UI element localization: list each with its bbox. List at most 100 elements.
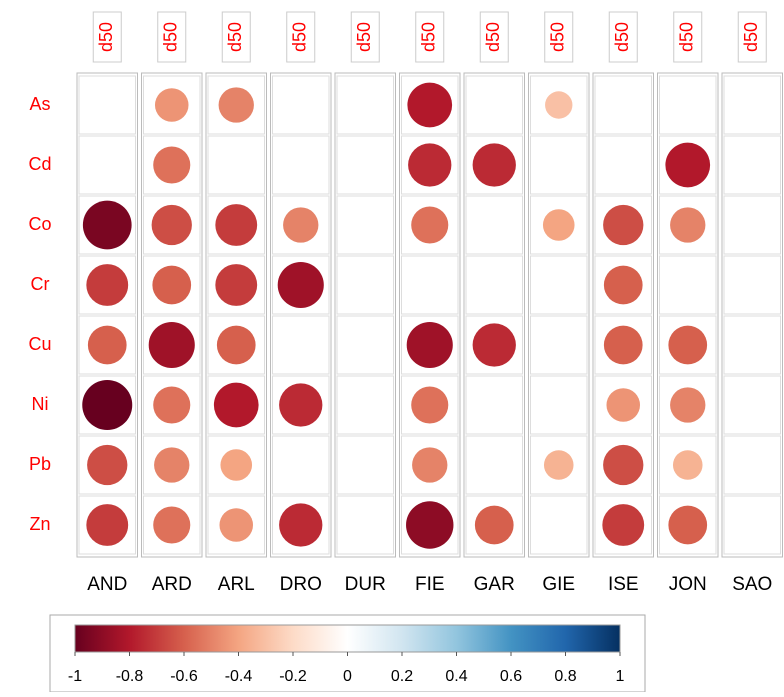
header-box [608, 11, 638, 63]
cell [530, 495, 588, 555]
cell [723, 195, 781, 255]
correlation-circle [82, 200, 132, 250]
cell [659, 75, 717, 135]
correlation-circle [216, 325, 256, 365]
y-tick-label: Cu [28, 334, 51, 354]
correlation-circle [472, 323, 516, 367]
column-header: d50 [548, 22, 568, 52]
cell [78, 75, 136, 135]
correlation-circle [87, 444, 128, 486]
correlation-circle [86, 504, 129, 546]
correlation-circle [279, 503, 323, 547]
cell [594, 75, 652, 135]
y-tick-label: As [29, 94, 50, 114]
correlation-circle [153, 146, 191, 184]
cell [465, 255, 523, 315]
header-box [92, 11, 122, 63]
correlation-circle [665, 142, 711, 188]
cell [78, 135, 136, 195]
header-box [673, 11, 703, 63]
correlation-circle [279, 383, 323, 427]
correlation-circle [215, 204, 258, 246]
x-tick-label: JON [669, 574, 707, 595]
header-box [350, 11, 380, 63]
y-tick-label: Co [28, 214, 51, 234]
column-header: d50 [290, 22, 310, 52]
column-frame [721, 72, 783, 558]
cell [272, 315, 330, 375]
y-tick-label: Cr [31, 274, 50, 294]
correlation-circle [213, 382, 259, 428]
column-frame [528, 72, 590, 558]
x-tick-label: GIE [542, 574, 575, 595]
colorbar-tick-label: 1 [616, 668, 625, 685]
cell [336, 195, 394, 255]
cell [530, 255, 588, 315]
column-frame [76, 72, 138, 558]
correlation-circle [153, 506, 191, 544]
cell [465, 435, 523, 495]
column-frame [141, 72, 203, 558]
correlation-circle [545, 91, 573, 119]
correlation-circle [672, 450, 703, 480]
correlation-circle [668, 505, 708, 545]
cell [723, 375, 781, 435]
correlation-circle [283, 207, 319, 243]
cell [272, 135, 330, 195]
correlation-circle [406, 321, 453, 369]
correlation-circle [407, 82, 453, 128]
correlation-circle [606, 388, 641, 422]
column-frame [657, 72, 719, 558]
correlation-circle [472, 143, 516, 187]
y-tick-label: Zn [29, 514, 50, 534]
correlation-circle [602, 504, 645, 546]
colorbar-tick-label: -0.4 [225, 668, 253, 685]
correlation-circle [603, 444, 644, 486]
column-frame [270, 72, 332, 558]
column-header: d50 [225, 22, 245, 52]
x-tick-label: FIE [415, 574, 445, 595]
header-box [157, 11, 187, 63]
cell [336, 375, 394, 435]
column-frame [592, 72, 654, 558]
correlation-circle [154, 447, 190, 483]
header-box [544, 11, 574, 63]
cell [272, 435, 330, 495]
correlation-circle [603, 265, 643, 305]
column-frame [205, 72, 267, 558]
correlation-circle [408, 143, 452, 187]
colorbar-tick-label: 0.4 [445, 668, 467, 685]
column-header: d50 [419, 22, 439, 52]
cell [723, 255, 781, 315]
colorbar-tick-label: -0.2 [279, 668, 307, 685]
x-tick-label: DUR [345, 574, 386, 595]
correlation-circle [412, 447, 448, 483]
correlation-circle [153, 386, 191, 424]
correlation-circle [154, 88, 189, 122]
cell [723, 135, 781, 195]
colorbar-tick-label: -1 [68, 668, 82, 685]
cell [272, 75, 330, 135]
column-header: d50 [161, 22, 181, 52]
correlation-circle [406, 501, 454, 549]
correlation-circle [215, 264, 258, 306]
correlation-circle [219, 508, 254, 542]
cell [465, 195, 523, 255]
correlation-circle [82, 380, 133, 430]
x-tick-label: ARL [218, 574, 255, 595]
correlation-circle [277, 261, 324, 309]
colorbar-tick-label: -0.8 [116, 668, 144, 685]
cell [336, 75, 394, 135]
column-header: d50 [612, 22, 632, 52]
cell [465, 375, 523, 435]
cell [207, 135, 265, 195]
column-frame [399, 72, 461, 558]
x-tick-label: DRO [280, 574, 322, 595]
column-header: d50 [96, 22, 116, 52]
column-header: d50 [483, 22, 503, 52]
column-header: d50 [354, 22, 374, 52]
correlation-circle [411, 386, 449, 424]
correlation-circle [542, 209, 575, 241]
correlation-circle [668, 325, 708, 365]
correlation-circle [87, 325, 127, 365]
